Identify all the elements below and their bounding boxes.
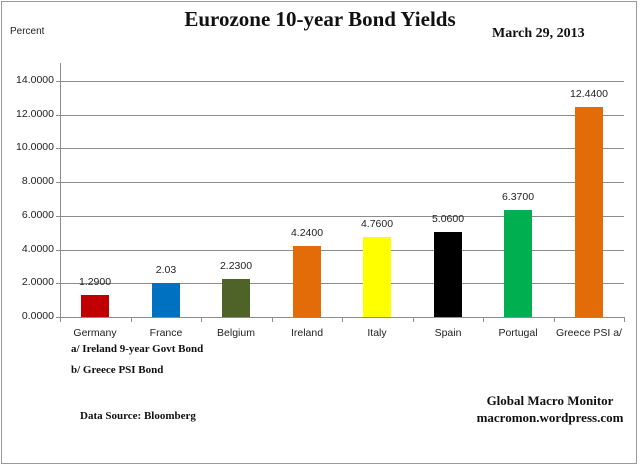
y-tick-mark bbox=[56, 317, 61, 318]
y-tick-label: 8.0000 bbox=[21, 175, 54, 187]
x-tick-mark bbox=[272, 317, 273, 322]
bar-value-label: 6.3700 bbox=[501, 191, 535, 203]
bar-value-label: 2.2300 bbox=[219, 260, 253, 272]
bar-ireland bbox=[293, 246, 321, 317]
footnote-b: b/ Greece PSI Bond bbox=[71, 364, 164, 376]
gridline bbox=[60, 216, 624, 217]
y-tick-label: 10.0000 bbox=[16, 141, 54, 153]
x-category-label: Belgium bbox=[217, 327, 255, 339]
gridline bbox=[60, 115, 624, 116]
gridline bbox=[60, 148, 624, 149]
gridline bbox=[60, 250, 624, 251]
bar-italy bbox=[363, 237, 391, 317]
bar-portugal bbox=[504, 210, 532, 317]
x-category-label: France bbox=[149, 327, 183, 339]
y-tick-mark bbox=[56, 148, 61, 149]
y-tick-label: 4.0000 bbox=[21, 243, 54, 255]
bar-value-label: 1.2900 bbox=[78, 276, 112, 288]
x-category-label: Ireland bbox=[290, 327, 324, 339]
bar-spain bbox=[434, 232, 462, 317]
y-axis-label: Percent bbox=[10, 26, 45, 37]
bar-value-label: 2.03 bbox=[155, 264, 177, 276]
gridline bbox=[60, 182, 624, 183]
brand-name: Global Macro Monitor bbox=[486, 393, 614, 408]
y-tick-label: 14.0000 bbox=[16, 74, 54, 86]
y-tick-label: 2.0000 bbox=[21, 276, 54, 288]
bar-greece-psi-a bbox=[575, 107, 603, 317]
x-category-label: Italy bbox=[367, 327, 387, 339]
x-tick-mark bbox=[342, 317, 343, 322]
x-tick-mark bbox=[201, 317, 202, 322]
x-tick-mark bbox=[413, 317, 414, 322]
y-tick-mark bbox=[56, 216, 61, 217]
gridline bbox=[60, 81, 624, 82]
y-tick-mark bbox=[56, 81, 61, 82]
x-category-label: Greece PSI a/ bbox=[556, 327, 622, 339]
brand-url: macromon.wordpress.com bbox=[476, 410, 624, 425]
x-tick-mark bbox=[483, 317, 484, 322]
chart-date: March 29, 2013 bbox=[492, 26, 585, 41]
bar-value-label: 4.2400 bbox=[290, 227, 324, 239]
x-category-label: Portugal bbox=[498, 327, 538, 339]
y-tick-mark bbox=[56, 283, 61, 284]
x-tick-mark bbox=[554, 317, 555, 322]
y-tick-label: 0.0000 bbox=[21, 310, 54, 322]
y-axis bbox=[60, 63, 61, 318]
y-tick-mark bbox=[56, 250, 61, 251]
y-tick-label: 6.0000 bbox=[21, 209, 54, 221]
y-tick-label: 12.0000 bbox=[16, 108, 54, 120]
x-tick-mark bbox=[131, 317, 132, 322]
x-category-label: Germany bbox=[73, 327, 117, 339]
footnote-a: a/ Ireland 9-year Govt Bond bbox=[71, 343, 204, 355]
bar-belgium bbox=[222, 279, 250, 317]
y-tick-mark bbox=[56, 115, 61, 116]
x-tick-mark bbox=[60, 317, 61, 322]
bar-value-label: 4.7600 bbox=[360, 218, 394, 230]
bar-germany bbox=[81, 295, 109, 317]
data-source: Data Source: Bloomberg bbox=[80, 410, 196, 422]
x-category-label: Spain bbox=[434, 327, 462, 339]
bar-value-label: 12.4400 bbox=[570, 88, 608, 100]
gridline bbox=[60, 283, 624, 284]
bar-value-label: 5.0600 bbox=[431, 213, 465, 225]
chart-title: Eurozone 10-year Bond Yields bbox=[184, 7, 456, 31]
x-tick-mark bbox=[624, 317, 625, 322]
bar-france bbox=[152, 283, 180, 317]
y-tick-mark bbox=[56, 182, 61, 183]
